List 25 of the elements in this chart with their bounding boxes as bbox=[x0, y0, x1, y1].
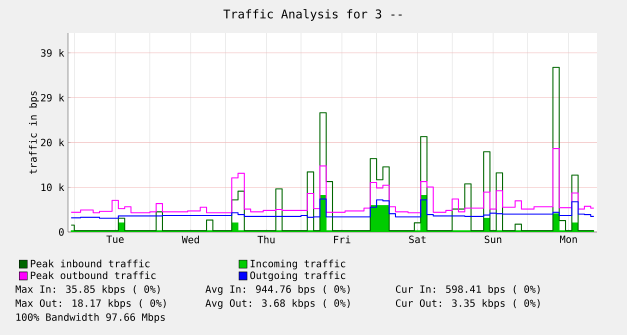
y-tick-label: 10 k bbox=[42, 183, 64, 192]
text: Max In: 35.85 kbps ( 0%) bbox=[16, 285, 160, 295]
text: 100% Bandwidth 97.66 Mbps bbox=[16, 313, 165, 323]
legend-label: Peak outbound traffic bbox=[30, 271, 156, 280]
y-tick-label: 0 bbox=[59, 228, 64, 236]
y-axis-title: traffic in bps bbox=[29, 91, 39, 174]
legend-label: Outgoing traffic bbox=[250, 271, 346, 282]
legend-label: Incoming traffic bbox=[250, 260, 346, 270]
text: Avg In: 944.76 bps ( 0%) bbox=[205, 285, 350, 295]
y-tick-label: 29 k bbox=[41, 94, 64, 102]
x-tick-label: Mon bbox=[560, 236, 577, 244]
x-tick-label: Fri bbox=[334, 236, 350, 244]
chart-title: Traffic Analysis for 3 -- bbox=[223, 9, 402, 21]
x-tick-label: Thu bbox=[258, 236, 275, 244]
y-tick-label: 39 k bbox=[40, 49, 64, 57]
text: Avg Out: 3.68 kbps ( 0%) bbox=[205, 299, 350, 309]
x-tick-label: Tue bbox=[106, 236, 124, 244]
x-tick-label: Wed bbox=[182, 236, 199, 244]
x-tick-label: Sun bbox=[484, 236, 502, 244]
text: Cur In: 598.41 bps ( 0%) bbox=[396, 285, 540, 295]
x-tick-label: Sat bbox=[409, 236, 426, 244]
text: Cur Out: 3.35 kbps ( 0%) bbox=[396, 299, 540, 309]
y-tick-label: 20 k bbox=[41, 138, 64, 146]
text: Max Out: 18.17 kbps ( 0%) bbox=[16, 299, 166, 309]
legend-label: Peak inbound traffic bbox=[30, 260, 150, 268]
